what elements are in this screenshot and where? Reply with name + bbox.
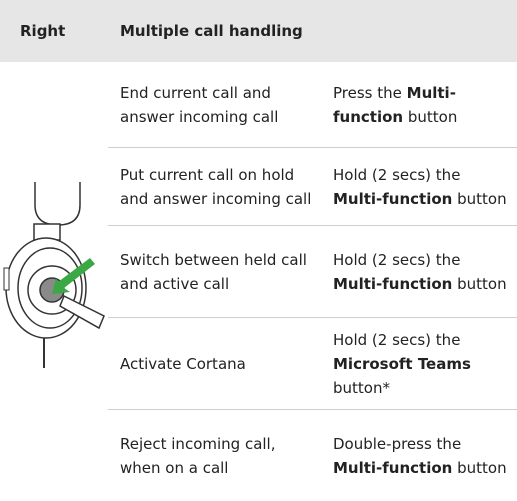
header-title: Multiple call handling [120,22,303,40]
action-text: Double-press the [333,434,462,453]
situation-cell: Activate Cortana [120,354,246,373]
action-text: Multi-function [333,83,456,126]
situation-cell: End current call and answer incoming cal… [120,83,279,126]
action-cell: Press the Multi-function button [333,81,513,129]
action-text: Press the [333,83,407,102]
header-side: Right [20,22,66,40]
action-cell: Hold (2 secs) the Microsoft Teams button… [333,328,513,400]
situation-cell: Reject incoming call, when on a call [120,434,276,477]
action-text: button [452,189,507,208]
situation-cell: Put current call on hold and answer inco… [120,165,312,208]
situation-cell: Switch between held call and active call [120,250,307,293]
table-row: Reject incoming call, when on a call Doub… [108,410,517,501]
action-text: Multi-function [333,458,453,477]
table-row: Switch between held call and active call… [108,226,517,318]
action-cell: Hold (2 secs) the Multi-function button [333,248,513,296]
action-cell: Hold (2 secs) the Multi-function button [333,163,513,211]
action-text: Microsoft Teams [333,354,471,373]
table-row: Put current call on hold and answer inco… [108,148,517,226]
action-cell: Double-press the Multi-function button [333,432,513,480]
action-text: button [452,458,507,477]
headset-illustration [3,182,105,368]
action-text: Multi-function [333,274,453,293]
table-row: End current call and answer incoming cal… [108,62,517,148]
action-text: Hold (2 secs) the [333,330,461,349]
table-row: Activate Cortana Hold (2 secs) the Micros… [108,318,517,410]
action-text: button* [333,378,390,397]
table-header: Right Multiple call handling [0,0,517,62]
action-text: Multi-function [333,189,453,208]
action-text: Hold (2 secs) the [333,250,461,269]
action-text: button [403,107,458,126]
action-text: button [452,274,507,293]
action-text: Hold (2 secs) the [333,165,461,184]
